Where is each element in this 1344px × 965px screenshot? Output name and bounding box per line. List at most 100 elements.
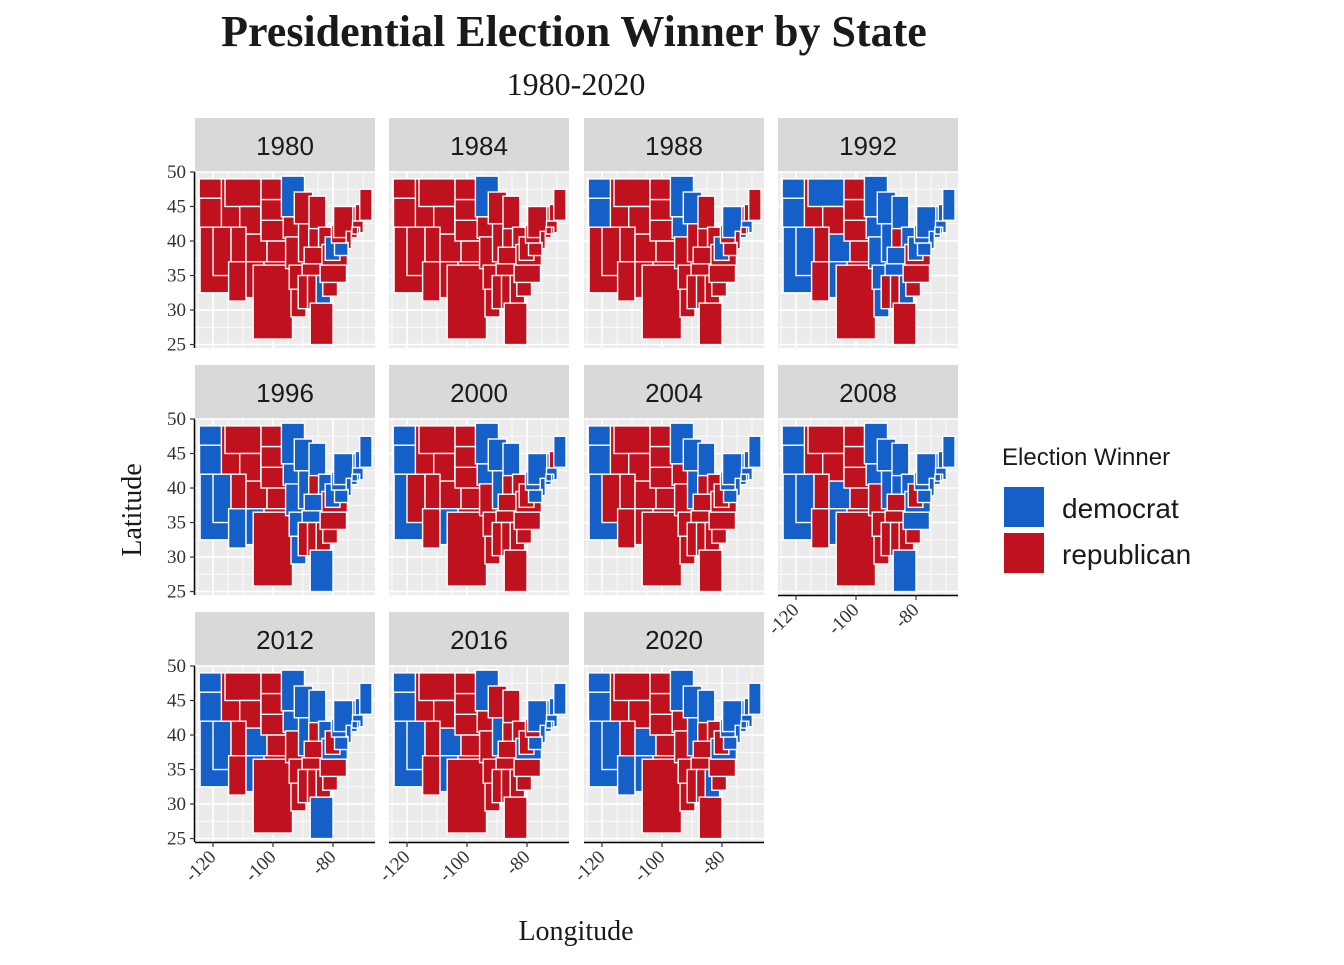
y-tick-label: 45 <box>167 197 186 218</box>
state-nd <box>260 672 284 695</box>
y-tick-label: 35 <box>167 513 186 534</box>
facet-panel-2016: 2016 -120 -100 -80 <box>375 612 573 886</box>
state-nj <box>539 230 547 250</box>
facet-states <box>198 175 373 346</box>
state-tx <box>252 264 294 340</box>
state-az <box>810 261 830 302</box>
state-mi <box>891 442 910 477</box>
state-ct <box>351 720 359 729</box>
state-ut <box>230 226 247 263</box>
state-fl <box>503 549 528 593</box>
y-tick-label: 30 <box>167 794 186 815</box>
state-me <box>359 682 373 716</box>
state-or <box>587 691 614 722</box>
state-mi <box>308 689 327 724</box>
state-az <box>810 508 830 549</box>
state-ct <box>740 720 748 729</box>
facet-panel-1984: 1984 <box>389 118 573 348</box>
state-nd <box>649 178 673 201</box>
state-ct <box>351 226 359 235</box>
x-tick-label: -80 <box>697 847 730 880</box>
state-me <box>748 682 762 716</box>
state-fl <box>698 302 723 346</box>
legend-label-republican: republican <box>1062 539 1191 570</box>
y-tick-label: 45 <box>167 444 186 465</box>
y-tick-label: 50 <box>167 656 186 677</box>
facet-panel-1996: 1996 25 30 35 40 45 50 <box>167 365 379 603</box>
legend-label-democrat: democrat <box>1062 493 1179 524</box>
facet-year-label: 2020 <box>645 625 703 655</box>
state-md <box>333 489 349 504</box>
state-nc <box>319 263 348 284</box>
state-tx <box>835 511 877 587</box>
state-me <box>553 435 567 469</box>
state-nd <box>454 178 478 201</box>
state-mt <box>224 672 262 702</box>
state-fl <box>309 549 334 593</box>
state-md <box>527 489 543 504</box>
state-mt <box>418 178 456 208</box>
facet-strip <box>195 118 375 172</box>
facet-panel-1980: 1980 25 30 35 40 45 50 <box>167 118 379 356</box>
x-axis-title: Longitude <box>518 916 633 947</box>
state-nj <box>345 230 353 250</box>
state-me <box>748 435 762 469</box>
state-nd <box>260 425 284 448</box>
state-mt <box>613 672 651 702</box>
state-nc <box>708 263 737 284</box>
state-or <box>587 444 614 475</box>
state-md <box>527 736 543 751</box>
state-nd <box>843 178 867 201</box>
state-mt <box>807 178 845 208</box>
facet-panel-2020: 2020 -120 -100 -80 <box>570 612 768 886</box>
state-mt <box>418 425 456 455</box>
x-tick-label: -120 <box>570 847 609 886</box>
state-mi <box>308 442 327 477</box>
chart-subtitle: 1980-2020 <box>507 66 646 102</box>
facet-states <box>392 669 567 840</box>
state-or <box>587 197 614 228</box>
y-tick-label: 40 <box>167 478 186 499</box>
facet-states <box>587 175 762 346</box>
state-az <box>616 755 636 796</box>
state-tx <box>252 511 294 587</box>
state-nj <box>734 724 742 744</box>
x-tick-label: -80 <box>891 600 924 633</box>
legend: Election Winner democrat republican <box>1002 444 1191 573</box>
state-fl <box>698 549 723 593</box>
state-nd <box>843 425 867 448</box>
state-ct <box>545 473 553 482</box>
facet-strip <box>778 365 958 419</box>
state-ct <box>545 226 553 235</box>
state-ct <box>740 226 748 235</box>
facet-states <box>781 175 956 346</box>
state-me <box>942 435 956 469</box>
state-nc <box>319 510 348 531</box>
state-or <box>198 444 225 475</box>
facet-year-label: 2016 <box>450 625 508 655</box>
state-nj <box>734 230 742 250</box>
facet-strip <box>584 365 764 419</box>
facet-strip <box>389 118 569 172</box>
state-az <box>227 508 247 549</box>
state-mt <box>224 425 262 455</box>
state-tx <box>835 264 877 340</box>
facet-year-label: 2004 <box>645 378 703 408</box>
y-tick-label: 30 <box>167 300 186 321</box>
state-mi <box>502 689 521 724</box>
facet-states <box>587 669 762 840</box>
state-ut <box>230 473 247 510</box>
state-tx <box>446 264 488 340</box>
y-tick-label: 40 <box>167 725 186 746</box>
x-tick-label: -120 <box>375 847 414 886</box>
state-mi <box>891 195 910 230</box>
state-me <box>553 188 567 222</box>
x-tick-label: -120 <box>181 847 220 886</box>
y-tick-label: 25 <box>167 335 186 356</box>
state-az <box>227 261 247 302</box>
x-axis: -120 -100 -80 <box>375 841 569 886</box>
y-tick-label: 50 <box>167 409 186 430</box>
chart-title: Presidential Election Winner by State <box>221 7 927 56</box>
